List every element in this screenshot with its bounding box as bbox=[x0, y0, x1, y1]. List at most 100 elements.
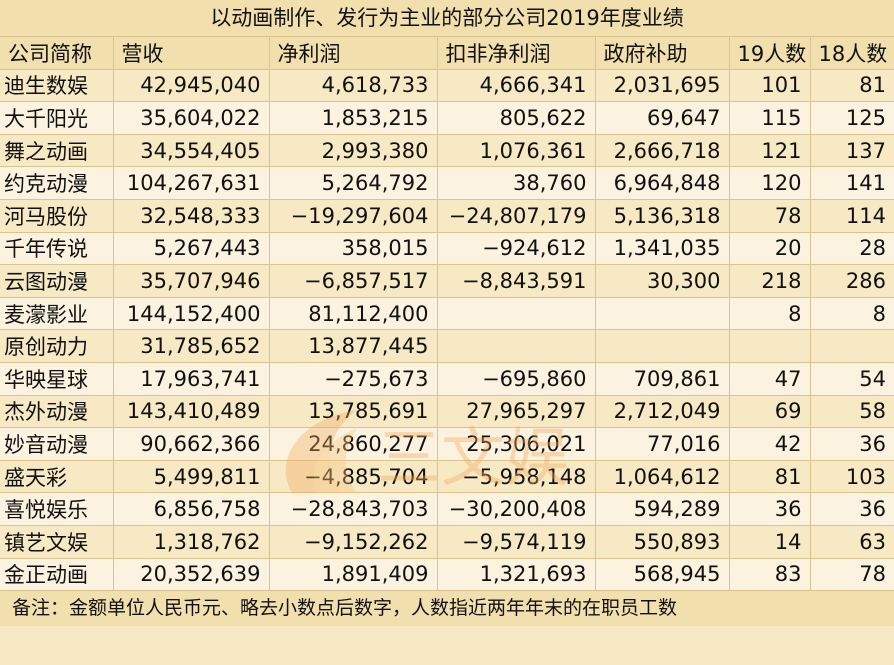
company-name-cell: 妙音动漫 bbox=[0, 427, 114, 461]
staff-2019-cell: 81 bbox=[729, 460, 811, 494]
government-subsidy-cell: 709,861 bbox=[595, 362, 730, 396]
government-subsidy-cell: 2,666,718 bbox=[595, 134, 730, 168]
company-name-cell: 杰外动漫 bbox=[0, 395, 114, 429]
table-row: 麦濛影业 144,152,400 81,112,400 8 8 bbox=[0, 297, 894, 331]
adjusted-net-profit-cell: −8,843,591 bbox=[437, 264, 596, 298]
revenue-cell: 35,707,946 bbox=[113, 264, 270, 298]
table-title: 以动画制作、发行为主业的部分公司2019年度业绩 bbox=[0, 0, 894, 37]
adjusted-net-profit-cell bbox=[437, 297, 596, 331]
table-row: 舞之动画 34,554,405 2,993,380 1,076,361 2,666,71… bbox=[0, 134, 894, 168]
government-subsidy-cell: 30,300 bbox=[595, 264, 730, 298]
table-row: 约克动漫 104,267,631 5,264,792 38,760 6,964,848 1… bbox=[0, 166, 894, 200]
revenue-cell: 144,152,400 bbox=[113, 297, 270, 331]
net-profit-cell: 13,785,691 bbox=[269, 395, 438, 429]
net-profit-cell: −28,843,703 bbox=[269, 492, 438, 526]
government-subsidy-cell: 1,341,035 bbox=[595, 232, 730, 266]
adjusted-net-profit-cell: 1,076,361 bbox=[437, 134, 596, 168]
column-header-net-profit: 净利润 bbox=[269, 37, 438, 70]
staff-2019-cell: 36 bbox=[729, 492, 811, 526]
government-subsidy-cell bbox=[595, 297, 730, 331]
company-name-cell: 盛天彩 bbox=[0, 460, 114, 494]
revenue-cell: 42,945,040 bbox=[113, 69, 270, 103]
revenue-cell: 5,267,443 bbox=[113, 232, 270, 266]
table-row: 华映星球 17,963,741 −275,673 −695,860 709,861 47 5… bbox=[0, 362, 894, 396]
table-row: 镇艺文娱 1,318,762 −9,152,262 −9,574,119 550,893… bbox=[0, 525, 894, 559]
adjusted-net-profit-cell: 1,321,693 bbox=[437, 558, 596, 592]
table-body: 迪生数娱 42,945,040 4,618,733 4,666,341 2,031,69… bbox=[0, 69, 894, 592]
staff-2018-cell: 36 bbox=[810, 427, 894, 461]
column-header-government-subsidy: 政府补助 bbox=[595, 37, 730, 70]
adjusted-net-profit-cell: −9,574,119 bbox=[437, 525, 596, 559]
net-profit-cell: 2,993,380 bbox=[269, 134, 438, 168]
table-row: 喜悦娱乐 6,856,758 −28,843,703 −30,200,408 594,2… bbox=[0, 492, 894, 526]
net-profit-cell: 1,891,409 bbox=[269, 558, 438, 592]
staff-2018-cell: 58 bbox=[810, 395, 894, 429]
staff-2018-cell bbox=[810, 329, 894, 363]
net-profit-cell: 4,618,733 bbox=[269, 69, 438, 103]
staff-2019-cell: 101 bbox=[729, 69, 811, 103]
revenue-cell: 20,352,639 bbox=[113, 558, 270, 592]
government-subsidy-cell: 77,016 bbox=[595, 427, 730, 461]
company-name-cell: 河马股份 bbox=[0, 199, 114, 233]
staff-2019-cell: 8 bbox=[729, 297, 811, 331]
staff-2018-cell: 125 bbox=[810, 101, 894, 135]
staff-2019-cell: 115 bbox=[729, 101, 811, 135]
net-profit-cell: −19,297,604 bbox=[269, 199, 438, 233]
table-row: 妙音动漫 90,662,366 24,860,277 25,306,021 77,016… bbox=[0, 427, 894, 461]
net-profit-cell: −4,885,704 bbox=[269, 460, 438, 494]
staff-2019-cell: 20 bbox=[729, 232, 811, 266]
table-row: 迪生数娱 42,945,040 4,618,733 4,666,341 2,031,69… bbox=[0, 69, 894, 103]
net-profit-cell: −275,673 bbox=[269, 362, 438, 396]
government-subsidy-cell: 69,647 bbox=[595, 101, 730, 135]
staff-2018-cell: 114 bbox=[810, 199, 894, 233]
staff-2018-cell: 286 bbox=[810, 264, 894, 298]
government-subsidy-cell: 5,136,318 bbox=[595, 199, 730, 233]
revenue-cell: 6,856,758 bbox=[113, 492, 270, 526]
adjusted-net-profit-cell: 27,965,297 bbox=[437, 395, 596, 429]
staff-2018-cell: 141 bbox=[810, 166, 894, 200]
company-name-cell: 迪生数娱 bbox=[0, 69, 114, 103]
column-header-revenue: 营收 bbox=[113, 37, 270, 70]
adjusted-net-profit-cell: −24,807,179 bbox=[437, 199, 596, 233]
revenue-cell: 5,499,811 bbox=[113, 460, 270, 494]
adjusted-net-profit-cell: 25,306,021 bbox=[437, 427, 596, 461]
staff-2018-cell: 103 bbox=[810, 460, 894, 494]
table-row: 河马股份 32,548,333 −19,297,604 −24,807,179 5,13… bbox=[0, 199, 894, 233]
footnote: 备注：金额单位人民币元、略去小数点后数字，人数指近两年年末的在职员工数 bbox=[0, 591, 894, 627]
staff-2019-cell: 83 bbox=[729, 558, 811, 592]
staff-2019-cell: 69 bbox=[729, 395, 811, 429]
revenue-cell: 32,548,333 bbox=[113, 199, 270, 233]
company-name-cell: 舞之动画 bbox=[0, 134, 114, 168]
staff-2019-cell: 78 bbox=[729, 199, 811, 233]
company-name-cell: 云图动漫 bbox=[0, 264, 114, 298]
net-profit-cell: 1,853,215 bbox=[269, 101, 438, 135]
government-subsidy-cell: 6,964,848 bbox=[595, 166, 730, 200]
revenue-cell: 34,554,405 bbox=[113, 134, 270, 168]
staff-2018-cell: 36 bbox=[810, 492, 894, 526]
company-name-cell: 华映星球 bbox=[0, 362, 114, 396]
net-profit-cell: 13,877,445 bbox=[269, 329, 438, 363]
government-subsidy-cell bbox=[595, 329, 730, 363]
company-name-cell: 喜悦娱乐 bbox=[0, 492, 114, 526]
staff-2019-cell: 47 bbox=[729, 362, 811, 396]
staff-2018-cell: 78 bbox=[810, 558, 894, 592]
company-name-cell: 大千阳光 bbox=[0, 101, 114, 135]
government-subsidy-cell: 568,945 bbox=[595, 558, 730, 592]
staff-2018-cell: 81 bbox=[810, 69, 894, 103]
staff-2018-cell: 54 bbox=[810, 362, 894, 396]
table-row: 盛天彩 5,499,811 −4,885,704 −5,958,148 1,064,61… bbox=[0, 460, 894, 494]
company-name-cell: 麦濛影业 bbox=[0, 297, 114, 331]
column-header-adjusted-net-profit: 扣非净利润 bbox=[437, 37, 596, 70]
government-subsidy-cell: 2,712,049 bbox=[595, 395, 730, 429]
adjusted-net-profit-cell: −30,200,408 bbox=[437, 492, 596, 526]
column-header-company: 公司简称 bbox=[0, 37, 114, 70]
staff-2019-cell: 42 bbox=[729, 427, 811, 461]
revenue-cell: 143,410,489 bbox=[113, 395, 270, 429]
company-name-cell: 原创动力 bbox=[0, 329, 114, 363]
revenue-cell: 17,963,741 bbox=[113, 362, 270, 396]
table-row: 千年传说 5,267,443 358,015 −924,612 1,341,035 20 2… bbox=[0, 232, 894, 266]
adjusted-net-profit-cell: −695,860 bbox=[437, 362, 596, 396]
table-row: 大千阳光 35,604,022 1,853,215 805,622 69,647 115 1… bbox=[0, 101, 894, 135]
staff-2019-cell: 14 bbox=[729, 525, 811, 559]
net-profit-cell: 358,015 bbox=[269, 232, 438, 266]
